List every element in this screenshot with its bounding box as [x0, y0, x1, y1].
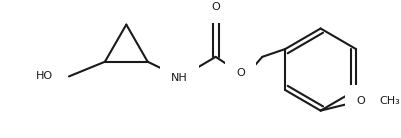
- Text: CH₃: CH₃: [378, 96, 399, 106]
- Text: O: O: [211, 2, 219, 12]
- Text: O: O: [355, 96, 364, 106]
- Text: O: O: [236, 68, 245, 79]
- Text: NH: NH: [171, 73, 188, 83]
- Text: HO: HO: [36, 71, 53, 81]
